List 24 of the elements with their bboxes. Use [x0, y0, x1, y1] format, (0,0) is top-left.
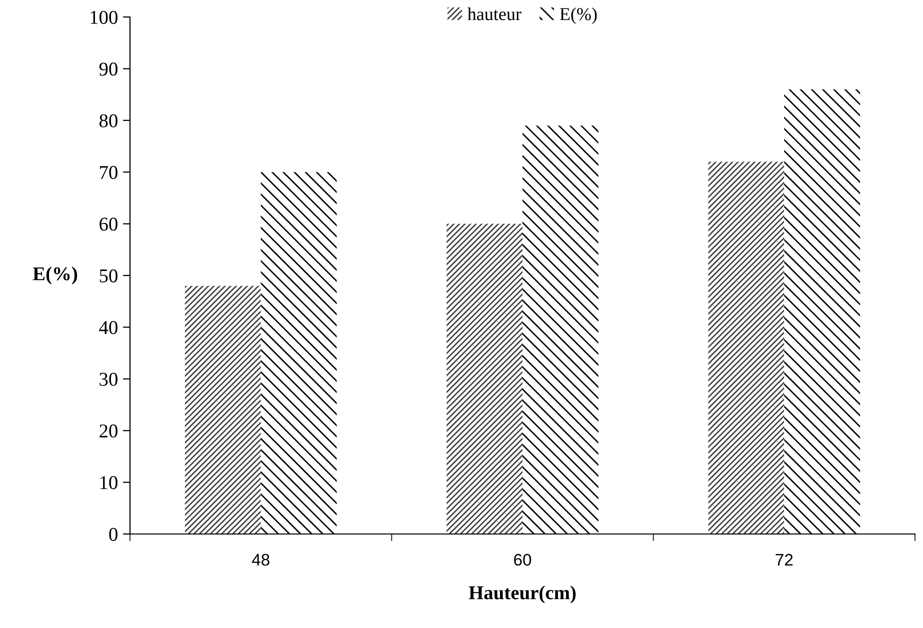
y-tick-label: 60	[100, 218, 118, 231]
y-tick-label: 20	[100, 424, 118, 438]
legend-label: hauteur	[468, 8, 522, 20]
bar	[446, 224, 522, 534]
bar	[708, 162, 784, 534]
bar	[784, 89, 860, 534]
x-tick-label: 72	[776, 554, 793, 566]
bar	[260, 172, 337, 534]
y-tick-label: 30	[100, 372, 118, 386]
bar	[522, 126, 598, 534]
y-tick-label: 40	[99, 321, 118, 334]
y-tick-label: 80	[99, 114, 118, 128]
bar	[184, 286, 261, 534]
y-tick-label: 0	[109, 528, 118, 541]
y-axis-title: E(%)	[32, 266, 78, 284]
y-tick-label: 10	[100, 476, 118, 490]
x-tick-label: 48	[252, 554, 270, 566]
y-tick-label: 100	[90, 10, 118, 24]
x-axis-title: Hauteur(cm)	[468, 586, 576, 604]
y-tick-label: 70	[100, 166, 118, 180]
y-tick-label: 90	[99, 62, 118, 76]
x-tick-label: 60	[514, 554, 532, 566]
y-tick-label: 50	[100, 269, 118, 282]
legend-label: E(%)	[560, 8, 597, 24]
